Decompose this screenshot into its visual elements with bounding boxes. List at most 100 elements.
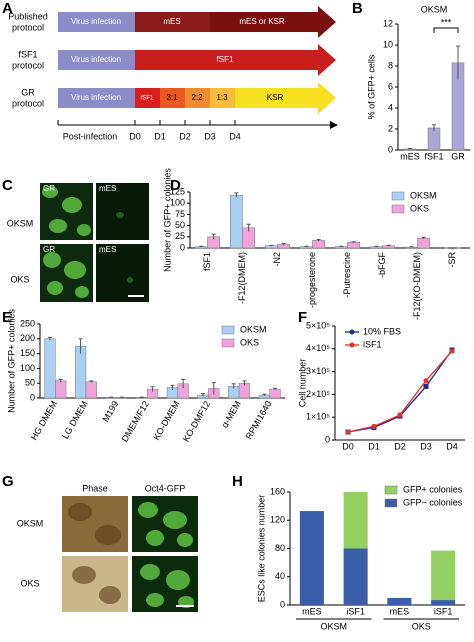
x-tick-label: -Putrescine xyxy=(342,252,352,298)
legend-label: GFP− colonies xyxy=(403,497,463,507)
y-tick-label: 160 xyxy=(270,486,285,496)
bar-segment xyxy=(431,550,456,601)
legend-swatch xyxy=(384,498,398,508)
y-axis-label: % of GFP+ cells xyxy=(366,54,376,119)
segment-label: fSF1 xyxy=(141,96,154,102)
panel-label: A xyxy=(2,0,13,17)
panel-label: G xyxy=(2,473,14,490)
x-tick-label: α-MEM xyxy=(220,399,243,429)
y-tick-label: 4 xyxy=(388,102,393,112)
x-tick-label: -F12(DMEM) xyxy=(237,252,247,304)
tile-label: mES xyxy=(99,245,116,254)
bar-segment xyxy=(431,600,456,605)
timeline-label: Post-infection xyxy=(63,131,118,141)
bar-segment xyxy=(387,597,412,605)
y-tick-label: 0 xyxy=(180,242,185,252)
y-axis-label: ESCs like colonies number xyxy=(256,495,266,603)
x-tick-label: DMEM/F12 xyxy=(120,399,151,443)
panel-label: D xyxy=(170,177,181,194)
marker xyxy=(397,412,403,418)
x-tick-label: KO-DMF12 xyxy=(181,399,212,443)
x-tick-label: LG DMEM xyxy=(60,399,90,440)
row-label: protocol xyxy=(12,22,44,32)
panel-label: B xyxy=(352,0,363,17)
bar xyxy=(85,381,97,399)
legend-label: 10% FBS xyxy=(363,326,401,336)
x-tick-label: HG DMEM xyxy=(29,399,59,442)
legend-label: GFP+ colonies xyxy=(403,484,463,494)
segment-label: 2:2 xyxy=(191,93,203,102)
y-tick-label: 1×10⁵ xyxy=(306,412,330,422)
timeline-tick-label: D2 xyxy=(179,131,191,141)
bar xyxy=(74,345,87,399)
x-tick-label: D1 xyxy=(368,441,380,451)
row-label: Published xyxy=(8,11,48,21)
colonies xyxy=(42,186,91,298)
column-label: Oct4-GFP xyxy=(145,483,186,493)
x-tick-label: M199 xyxy=(100,399,120,423)
bar xyxy=(347,241,360,249)
segment xyxy=(160,88,185,108)
arrow xyxy=(210,6,336,38)
column-label: Phase xyxy=(82,483,108,493)
x-tick-label: iSF1 xyxy=(434,606,453,616)
segment xyxy=(135,88,160,108)
x-tick-label: D0 xyxy=(342,441,354,451)
x-tick-label: RPMI1640 xyxy=(244,399,274,441)
colonies xyxy=(68,503,121,604)
bar xyxy=(427,127,441,151)
x-tick-label: KO-DMEM xyxy=(151,399,181,442)
y-tick-label: 50 xyxy=(25,378,35,388)
x-tick-label: D4 xyxy=(446,441,458,451)
timeline-tick-label: D3 xyxy=(204,131,216,141)
row-label: GR xyxy=(21,87,35,97)
y-axis-label: Number of GFP+ colonies xyxy=(162,168,172,272)
y-tick-label: 75 xyxy=(175,209,185,219)
bar xyxy=(55,380,67,399)
chart-title: OKSM xyxy=(421,4,448,14)
line xyxy=(347,349,453,433)
bar xyxy=(312,240,325,249)
segment-label: mES xyxy=(163,17,180,26)
y-tick-label: 5×10⁵ xyxy=(306,320,330,330)
y-tick-label: 120 xyxy=(270,515,285,525)
row-label: fSF1 xyxy=(18,49,37,59)
y-tick-label: 0 xyxy=(388,144,393,154)
tile-label: GR xyxy=(43,245,55,254)
group-label: OKSM xyxy=(320,621,347,631)
segment xyxy=(135,12,210,32)
y-tick-label: 0 xyxy=(325,434,330,444)
micrograph xyxy=(96,244,149,302)
x-tick-label: mES xyxy=(400,151,420,161)
y-tick-label: 8 xyxy=(388,60,393,70)
segment-label: 1:3 xyxy=(216,93,228,102)
y-axis-label: Number of GFP+ colonies xyxy=(6,309,16,413)
x-tick-label: -N2 xyxy=(272,252,282,267)
row-label: protocol xyxy=(12,60,44,70)
bar-segment xyxy=(343,548,368,605)
y-tick-label: 10 xyxy=(383,39,393,49)
legend-swatch xyxy=(391,191,405,201)
y-axis-label: Cell number xyxy=(297,359,307,408)
timeline-tick-label: D4 xyxy=(229,131,241,141)
arrow xyxy=(235,82,336,114)
legend-swatch xyxy=(221,325,235,335)
x-tick-label: GR xyxy=(451,151,465,161)
colonies xyxy=(138,502,194,608)
y-tick-label: 200 xyxy=(20,333,35,343)
x-tick-label: -SR xyxy=(447,252,457,268)
segment xyxy=(58,12,135,32)
x-tick-label: iSF1 xyxy=(346,606,365,616)
x-tick-label: D2 xyxy=(394,441,406,451)
segment xyxy=(58,88,135,108)
y-tick-label: 40 xyxy=(275,571,285,581)
panel-label: H xyxy=(232,473,243,490)
x-tick-label: mES xyxy=(390,606,410,616)
marker xyxy=(345,429,351,435)
panel-label: F xyxy=(298,309,307,326)
legend-label: iSF1 xyxy=(363,339,382,349)
y-tick-label: 2×10⁵ xyxy=(306,389,330,399)
micrograph xyxy=(62,496,128,552)
panel-label: C xyxy=(2,177,13,194)
